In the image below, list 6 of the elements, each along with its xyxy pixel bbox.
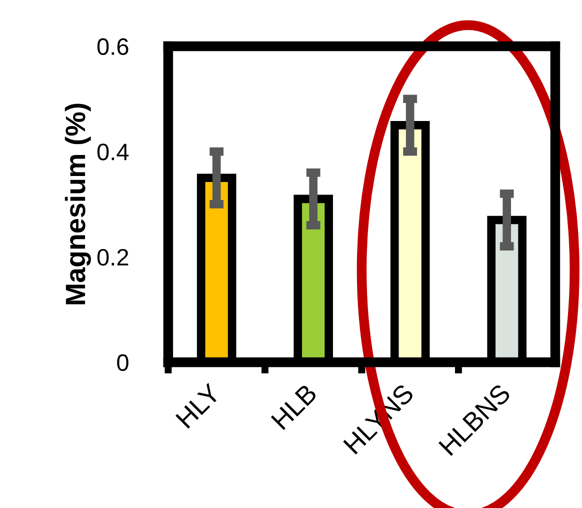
x-tick-label: HLB bbox=[270, 383, 318, 430]
y-tick-label: 0.2 bbox=[97, 248, 128, 266]
y-axis-title: Magnesium (%) bbox=[64, 104, 91, 304]
y-tick-label: 0.4 bbox=[97, 144, 129, 160]
y-tick-label: 0 bbox=[117, 354, 128, 371]
y-tick-label: 0.6 bbox=[97, 38, 128, 56]
